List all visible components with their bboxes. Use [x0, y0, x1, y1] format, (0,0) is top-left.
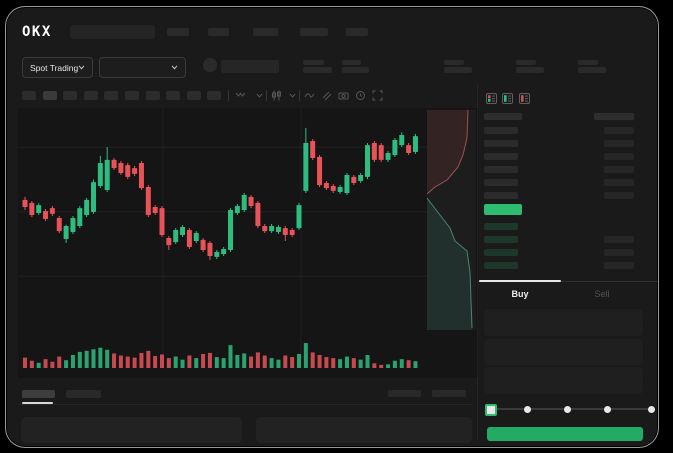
bottom-panel-left: [21, 417, 242, 443]
ask-amount-placeholder: [604, 166, 634, 173]
chevrons-collapse-icon[interactable]: [235, 90, 246, 101]
depth-chart[interactable]: [427, 110, 476, 330]
bid-price-placeholder[interactable]: [484, 223, 518, 230]
chevron-down-icon[interactable]: [254, 90, 265, 101]
camera-icon[interactable]: [338, 90, 349, 101]
amount-input[interactable]: [484, 339, 643, 365]
okx-logo: OKX: [22, 24, 52, 40]
nav-item-placeholder[interactable]: [300, 28, 328, 36]
bid-price-placeholder[interactable]: [484, 236, 518, 243]
market-type-label: Spot Trading: [30, 62, 79, 73]
coin-avatar: [203, 58, 217, 72]
stat-label-placeholder: [303, 60, 324, 65]
orderbook-view-bids-icon[interactable]: [502, 91, 513, 109]
tab-buy[interactable]: Buy: [511, 289, 529, 299]
stat-value-placeholder: [342, 67, 369, 73]
orderbook-header-price: [484, 113, 522, 120]
nav-item-placeholder[interactable]: [167, 28, 189, 36]
clock-icon[interactable]: [355, 90, 366, 101]
slider-stop-100[interactable]: [648, 406, 655, 413]
stat-label-placeholder: [516, 60, 536, 65]
stat-label-placeholder: [444, 60, 464, 65]
bottom-tab[interactable]: [66, 390, 101, 398]
search-input[interactable]: [70, 25, 155, 39]
stat-value-placeholder: [516, 67, 544, 73]
nav-item-placeholder[interactable]: [253, 28, 278, 36]
line-style-icon[interactable]: [304, 90, 315, 101]
nav-item-placeholder[interactable]: [346, 28, 368, 36]
chevron-down-icon: [78, 65, 85, 70]
slider-stop-75[interactable]: [604, 406, 611, 413]
bottom-tab-active[interactable]: [22, 390, 55, 398]
stat-value-placeholder: [578, 67, 606, 73]
bottom-action-placeholder[interactable]: [432, 390, 466, 397]
timeframe-button[interactable]: [63, 91, 78, 100]
timeframe-button[interactable]: [22, 91, 36, 100]
ask-amount-placeholder: [604, 127, 634, 134]
chevron-down-icon: [171, 65, 178, 70]
timeframe-button[interactable]: [145, 91, 160, 100]
bid-amount-placeholder: [604, 236, 634, 243]
timeframe-button[interactable]: [42, 91, 57, 100]
candlestick-chart[interactable]: [18, 108, 478, 378]
orderbook-view-both-icon[interactable]: [486, 91, 497, 109]
pair-name-placeholder: [221, 60, 279, 73]
ask-amount-placeholder: [604, 153, 634, 160]
timeframe-button[interactable]: [186, 91, 201, 100]
slider-handle[interactable]: [485, 404, 497, 416]
bid-amount-placeholder: [604, 249, 634, 256]
market-type-dropdown[interactable]: Spot Trading: [22, 57, 93, 78]
ask-amount-placeholder: [604, 179, 634, 186]
ask-amount-placeholder: [604, 140, 634, 147]
orderbook-view-asks-icon[interactable]: [519, 91, 530, 109]
fullscreen-icon[interactable]: [372, 90, 383, 101]
ask-price-placeholder[interactable]: [484, 179, 518, 186]
compare-icon[interactable]: [321, 90, 332, 101]
timeframe-button[interactable]: [166, 91, 181, 100]
ask-price-placeholder[interactable]: [484, 166, 518, 173]
bid-price-placeholder[interactable]: [484, 262, 518, 269]
bottom-tab-underline: [22, 402, 53, 404]
active-tab-indicator: [479, 280, 561, 282]
total-input[interactable]: [484, 367, 643, 394]
buy-submit-button[interactable]: [487, 427, 643, 441]
stat-label-placeholder: [342, 60, 361, 65]
timeframe-button[interactable]: [125, 91, 139, 100]
tab-sell[interactable]: Sell: [594, 289, 610, 299]
orderbook-header-amount: [594, 113, 634, 120]
stat-value-placeholder: [303, 67, 332, 73]
bottom-action-placeholder[interactable]: [388, 390, 421, 397]
bottom-panel-right: [256, 417, 472, 443]
candle-type-icon[interactable]: [271, 90, 282, 101]
bid-amount-placeholder: [604, 262, 634, 269]
chevron-down-icon[interactable]: [287, 90, 298, 101]
ask-price-placeholder[interactable]: [484, 153, 518, 160]
ask-price-placeholder[interactable]: [484, 192, 518, 199]
slider-stop-50[interactable]: [564, 406, 571, 413]
price-input[interactable]: [484, 309, 643, 336]
timeframe-button[interactable]: [83, 91, 98, 100]
bid-price-placeholder[interactable]: [484, 249, 518, 256]
stat-label-placeholder: [578, 60, 598, 65]
tabs-divider: [478, 281, 658, 282]
stat-value-placeholder: [444, 67, 472, 73]
last-price-badge[interactable]: [484, 204, 522, 215]
timeframe-button[interactable]: [207, 91, 222, 100]
ask-price-placeholder[interactable]: [484, 140, 518, 147]
ask-price-placeholder[interactable]: [484, 127, 518, 134]
ask-amount-placeholder: [604, 192, 634, 199]
pair-dropdown[interactable]: [99, 57, 186, 78]
slider-stop-25[interactable]: [524, 406, 531, 413]
nav-item-placeholder[interactable]: [208, 28, 229, 36]
timeframe-button[interactable]: [104, 91, 119, 100]
